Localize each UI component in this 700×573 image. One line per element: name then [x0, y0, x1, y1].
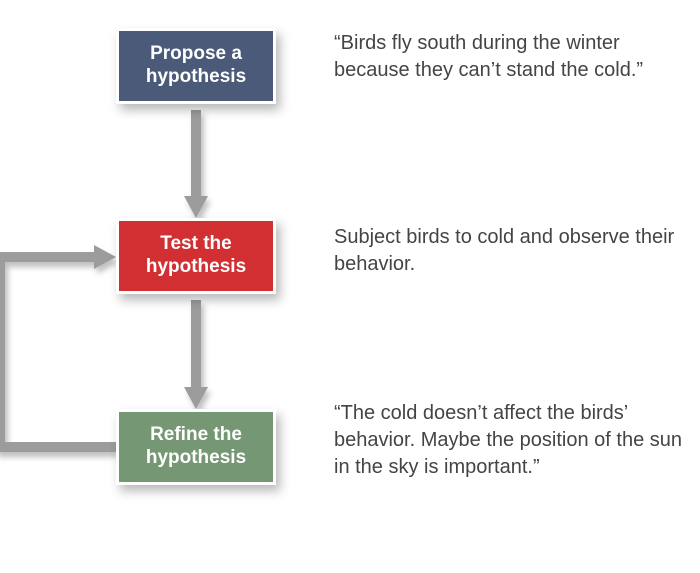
caption-propose: “Birds fly south during the winter becau… [334, 30, 696, 84]
node-refine-label: Refine thehypothesis [146, 424, 246, 470]
flowchart-canvas: Propose ahypothesis “Birds fly south dur… [0, 0, 700, 573]
arrow-test-to-refine [184, 300, 208, 409]
node-propose-label: Propose ahypothesis [146, 43, 246, 89]
caption-propose-text: “Birds fly south during the winter becau… [334, 32, 643, 81]
caption-refine: “The cold doesn’t affect the birds’ beha… [334, 400, 696, 481]
caption-test: Subject birds to cold and observe their … [334, 224, 696, 278]
node-test: Test thehypothesis [116, 218, 276, 294]
caption-test-text: Subject birds to cold and observe their … [334, 226, 674, 275]
node-refine: Refine thehypothesis [116, 409, 276, 485]
arrow-refine-loop-to-test [0, 245, 116, 447]
connectors-layer [0, 0, 700, 573]
caption-refine-text: “The cold doesn’t affect the birds’ beha… [334, 402, 682, 478]
arrow-propose-to-test [184, 110, 208, 218]
node-test-label: Test thehypothesis [146, 233, 246, 279]
node-propose: Propose ahypothesis [116, 28, 276, 104]
